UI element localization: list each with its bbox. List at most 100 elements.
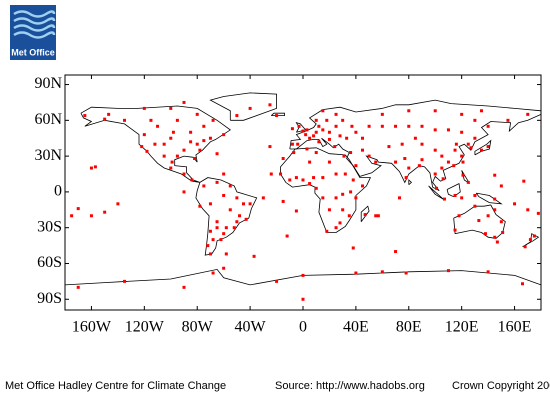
station-point: [363, 213, 367, 217]
station-point: [195, 142, 199, 146]
station-point: [499, 184, 503, 188]
station-point: [522, 179, 526, 183]
coastline: [408, 179, 412, 185]
station-point: [433, 148, 437, 152]
station-point: [198, 148, 202, 152]
station-point: [325, 229, 329, 233]
x-tick-label: 40W: [235, 319, 267, 336]
x-tick-label: 80W: [182, 319, 214, 336]
station-point: [453, 148, 457, 152]
station-point: [208, 229, 212, 233]
station-point: [486, 214, 490, 218]
station-point: [345, 136, 349, 140]
station-point: [211, 271, 215, 275]
station-point: [294, 209, 298, 213]
station-point: [354, 130, 358, 134]
station-point: [400, 142, 404, 146]
station-point: [446, 128, 450, 132]
x-tick-label: 160E: [498, 319, 532, 336]
station-point: [208, 252, 212, 256]
station-point: [314, 151, 318, 155]
y-tick-label: 30N: [34, 147, 62, 164]
station-point: [466, 142, 470, 146]
station-point: [268, 103, 272, 107]
station-point: [208, 136, 212, 140]
station-point: [182, 285, 186, 289]
station-point: [351, 178, 355, 182]
station-point: [211, 238, 215, 242]
station-point: [532, 234, 536, 238]
station-point: [232, 226, 236, 230]
station-point: [334, 124, 338, 128]
station-point: [169, 106, 173, 110]
station-point: [140, 145, 144, 149]
station-point: [224, 226, 228, 230]
station-point: [398, 196, 402, 200]
station-point: [361, 136, 364, 140]
station-point: [334, 226, 338, 230]
station-point: [304, 133, 308, 137]
station-point: [238, 214, 242, 218]
station-point: [520, 282, 524, 286]
station-point: [268, 145, 272, 149]
station-point: [460, 130, 464, 134]
station-point: [103, 210, 107, 214]
station-point: [228, 184, 232, 188]
x-tick-label: 0: [299, 319, 307, 336]
station-point: [327, 208, 331, 212]
footer-left: Met Office Hadley Centre for Climate Cha…: [5, 380, 226, 392]
station-point: [523, 245, 527, 249]
station-point: [189, 130, 193, 134]
station-point: [420, 124, 424, 128]
y-tick-label: 60N: [34, 111, 62, 128]
station-point: [281, 199, 285, 203]
station-point: [495, 240, 499, 244]
station-point: [202, 124, 206, 128]
station-point: [123, 118, 126, 122]
station-point: [308, 136, 312, 140]
station-point: [460, 112, 464, 116]
y-tick-label: 90S: [37, 290, 62, 307]
station-point: [269, 172, 273, 176]
station-point: [367, 154, 371, 158]
station-point: [435, 186, 439, 190]
station-point: [341, 192, 345, 196]
station-point: [380, 112, 384, 116]
station-point: [321, 176, 325, 180]
station-point: [327, 130, 331, 134]
station-point: [189, 140, 193, 144]
station-point: [403, 157, 407, 161]
station-point: [248, 202, 252, 206]
station-point: [442, 197, 446, 201]
station-point: [433, 109, 437, 113]
station-point: [219, 238, 223, 242]
station-point: [473, 136, 477, 140]
station-point: [103, 117, 107, 121]
station-point: [215, 226, 219, 230]
logo-waves: [13, 10, 56, 39]
station-point: [169, 166, 173, 170]
station-point: [460, 196, 464, 200]
station-point: [308, 182, 312, 186]
station-point: [334, 196, 338, 200]
station-point: [480, 109, 483, 113]
coastline: [428, 185, 444, 200]
station-point: [477, 219, 481, 223]
footer-right: Crown Copyright 2007: [452, 380, 550, 392]
station-point: [235, 220, 239, 224]
station-point: [142, 133, 146, 137]
station-point: [193, 157, 197, 161]
station-point: [473, 193, 477, 197]
station-point: [536, 211, 540, 215]
station-point: [89, 166, 93, 170]
station-point: [354, 164, 358, 168]
station-point: [208, 202, 212, 206]
station-point: [288, 178, 292, 182]
station-point: [242, 202, 245, 206]
coastline: [289, 99, 542, 192]
station-point: [171, 130, 175, 134]
stations: [70, 100, 540, 301]
station-point: [528, 238, 532, 242]
station-point: [312, 134, 316, 138]
station-point: [294, 176, 298, 180]
